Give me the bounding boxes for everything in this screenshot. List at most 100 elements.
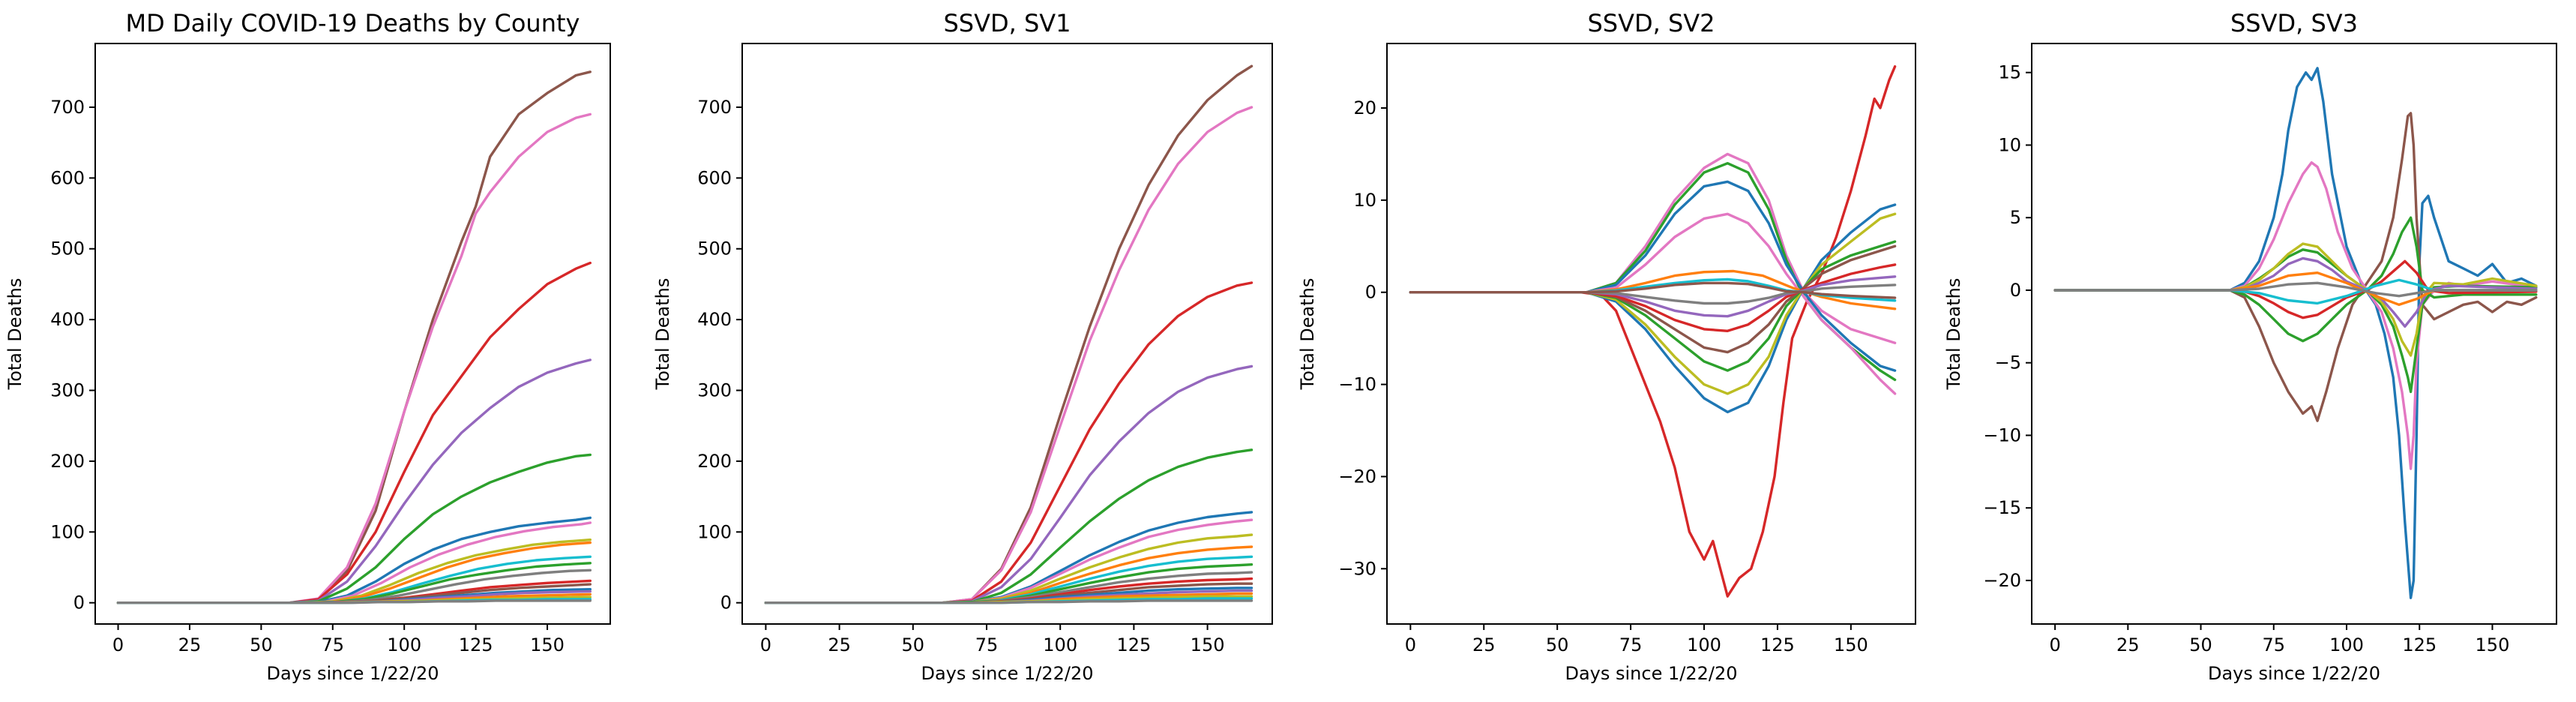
axes-frame [1386, 43, 1916, 625]
x-tick-label: 150 [1191, 634, 1225, 656]
series-line-2 [116, 112, 592, 604]
x-tick-label: 100 [1043, 634, 1077, 656]
series-line-3 [2053, 161, 2538, 470]
chart-title: SSVD, SV3 [2230, 9, 2358, 38]
x-tick-label: 125 [2402, 634, 2437, 656]
x-tick-label: 75 [1619, 634, 1643, 656]
y-tick-label: 10 [1353, 190, 1376, 211]
y-tick-label: 400 [697, 309, 732, 330]
x-tick-label: 125 [1760, 634, 1795, 656]
y-tick-label: 5 [2010, 207, 2021, 228]
plot-area [116, 70, 592, 604]
x-axis-label: Days since 1/22/20 [1565, 663, 1737, 684]
axes-frame [94, 43, 611, 625]
y-tick-label: 10 [1998, 134, 2021, 155]
x-tick-label: 150 [1834, 634, 1868, 656]
y-tick-label: 0 [73, 592, 85, 614]
series-line-7 [1409, 203, 1897, 414]
y-axis-label: Total Deaths [652, 278, 673, 391]
y-tick-label: 0 [720, 592, 732, 614]
x-axis-label: Days since 1/22/20 [2208, 663, 2380, 684]
series-line-10 [2053, 278, 2538, 305]
x-tick-label: 75 [322, 634, 345, 656]
series-line-11 [2053, 281, 2538, 298]
x-tick-label: 50 [902, 634, 925, 656]
panel-1: 0 25 50 75 100 125 150 0 100 200 300 400 500 600 700 MD… [4, 9, 611, 684]
y-tick-label: 0 [1365, 282, 1376, 303]
y-tick-label: −15 [1983, 497, 2021, 518]
y-tick-label: −20 [1983, 570, 2021, 591]
y-axis-label: Total Deaths [1943, 278, 1964, 391]
y-axis-label: Total Deaths [1297, 278, 1318, 391]
x-axis-label: Days since 1/22/20 [921, 663, 1093, 684]
x-tick-label: 25 [178, 634, 202, 656]
x-tick-label: 0 [760, 634, 771, 656]
y-tick-label: −30 [1338, 558, 1376, 579]
plot-area [2053, 67, 2538, 599]
series-line-10 [1409, 244, 1897, 354]
x-tick-label: 150 [2476, 634, 2510, 656]
x-tick-label: 50 [2189, 634, 2212, 656]
y-tick-label: 200 [697, 451, 732, 472]
y-tick-label: 100 [697, 521, 732, 542]
series-line-12 [1409, 275, 1897, 318]
panel-3: 0 25 50 75 100 125 150 −30 −20 −10 0 10 20 SSVD, SV2 D… [1297, 9, 1916, 684]
y-tick-label: 400 [50, 309, 85, 330]
y-tick-label: 500 [50, 238, 85, 260]
x-tick-label: 125 [459, 634, 493, 656]
x-tick-label: 25 [2116, 634, 2140, 656]
series-line-1 [1409, 65, 1897, 598]
x-tick-label: 100 [387, 634, 421, 656]
x-tick-label: 100 [2329, 634, 2364, 656]
panel-4: 0 25 50 75 100 125 150 −20 −15 −10 −5 0 5 10 15 SSVD, S… [1943, 9, 2557, 684]
y-tick-label: 700 [697, 97, 732, 118]
x-tick-label: 75 [2263, 634, 2286, 656]
series-line-20 [764, 599, 1254, 604]
x-tick-label: 75 [975, 634, 999, 656]
x-tick-label: 0 [2049, 634, 2060, 656]
series-line-8 [2053, 260, 2538, 320]
y-tick-label: 300 [50, 380, 85, 401]
series-line-11 [1409, 263, 1897, 332]
y-tick-label: 500 [697, 238, 732, 260]
x-tick-label: 0 [112, 634, 124, 656]
series-line-4 [1409, 180, 1897, 372]
x-tick-label: 0 [1405, 634, 1416, 656]
y-tick-label: −10 [1338, 374, 1376, 395]
axes-frame [741, 43, 1273, 625]
series-line-4 [2053, 216, 2538, 343]
y-tick-label: 600 [697, 167, 732, 188]
series-line-20 [116, 599, 592, 604]
axes-frame [2031, 43, 2557, 625]
x-tick-label: 50 [250, 634, 273, 656]
y-tick-label: 600 [50, 167, 85, 188]
y-tick-label: −20 [1338, 466, 1376, 487]
y-tick-label: 700 [50, 97, 85, 118]
y-tick-label: −10 [1983, 424, 2021, 446]
series-line-8 [1409, 212, 1897, 395]
x-tick-label: 150 [530, 634, 565, 656]
panel-2: 0 25 50 75 100 125 150 0 100 200 300 400 500 600 700 SS… [652, 9, 1273, 684]
series-line-7 [2053, 256, 2538, 328]
x-axis-label: Days since 1/22/20 [266, 663, 439, 684]
y-tick-label: 300 [697, 380, 732, 401]
series-line-2 [2053, 112, 2538, 422]
series-line-1 [2053, 67, 2538, 599]
x-tick-label: 100 [1687, 634, 1721, 656]
plot-area [764, 64, 1254, 604]
y-tick-label: −5 [1995, 352, 2021, 374]
series-line-9 [2053, 272, 2538, 306]
series-line-9 [1409, 240, 1897, 372]
y-tick-label: 15 [1998, 62, 2021, 83]
chart-title: MD Daily COVID-19 Deaths by County [126, 9, 580, 38]
x-tick-label: 25 [1472, 634, 1496, 656]
x-tick-label: 25 [828, 634, 851, 656]
series-line-14 [1409, 284, 1897, 305]
plot-area [1409, 65, 1897, 598]
x-tick-label: 125 [1116, 634, 1151, 656]
y-tick-label: 20 [1353, 98, 1376, 118]
series-line-5 [1409, 212, 1897, 395]
x-tick-label: 50 [1546, 634, 1569, 656]
y-axis-label: Total Deaths [4, 278, 25, 391]
